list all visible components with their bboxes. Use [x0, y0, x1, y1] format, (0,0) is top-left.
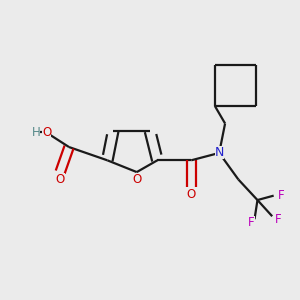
Text: O: O	[187, 188, 196, 201]
Text: O: O	[42, 126, 51, 139]
Text: F: F	[275, 213, 282, 226]
Text: F: F	[248, 216, 255, 229]
Text: N: N	[214, 146, 224, 159]
Text: O: O	[56, 173, 65, 186]
Text: F: F	[278, 189, 285, 202]
Text: H: H	[32, 126, 40, 139]
Text: O: O	[132, 173, 141, 186]
